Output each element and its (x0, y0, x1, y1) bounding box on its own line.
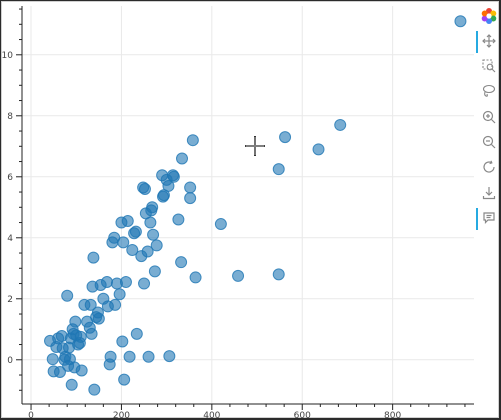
scatter-point (87, 251, 100, 264)
scatter-point (100, 276, 113, 289)
scatter-point (172, 213, 185, 226)
scatter-point (129, 225, 142, 238)
scatter-point (146, 201, 159, 214)
scatter-point (167, 170, 180, 183)
scatter-point (104, 350, 117, 363)
scatter-point (117, 236, 130, 249)
scatter-point (138, 182, 151, 195)
scatter-point (65, 378, 78, 391)
bokeh-logo-icon[interactable] (479, 6, 499, 26)
scatter-point (454, 15, 467, 28)
scatter-point (272, 268, 285, 281)
scatter-point (162, 179, 175, 192)
scatter-point (186, 134, 199, 147)
x-tick-label: 600 (294, 411, 311, 419)
scatter-point (88, 383, 101, 396)
y-tick-label: 8 (7, 112, 13, 122)
plot-toolbar (476, 4, 501, 254)
scatter-point (141, 245, 154, 258)
scatter-point (144, 216, 157, 229)
scatter-point (175, 256, 188, 269)
grid-lines (22, 6, 474, 404)
scatter-point (334, 118, 347, 131)
x-tick-label: 400 (203, 411, 220, 419)
scatter-points (44, 15, 467, 396)
scatter-point (85, 327, 98, 340)
scatter-point (46, 353, 59, 366)
scatter-point (130, 327, 143, 340)
crosshair-cursor-icon (245, 136, 265, 156)
scatter-point (142, 350, 155, 363)
pan-icon[interactable] (476, 31, 499, 53)
y-tick-label: 0 (7, 356, 13, 366)
scatter-point (214, 218, 227, 231)
x-tick-label: 800 (384, 411, 401, 419)
scatter-point (126, 243, 139, 256)
scatter-point (84, 298, 97, 311)
scatter-point (138, 277, 151, 290)
scatter-point (116, 335, 129, 348)
scatter-point (148, 265, 161, 278)
zoom-out-icon[interactable] (479, 132, 499, 152)
hover-icon[interactable] (476, 208, 499, 230)
scatter-point (232, 269, 245, 282)
scatter-point (184, 192, 197, 205)
scatter-point (119, 276, 132, 289)
scatter-point (109, 298, 122, 311)
scatter-point (272, 163, 285, 176)
scatter-point (118, 373, 131, 386)
scatter-point (113, 288, 126, 301)
scatter-point (150, 239, 163, 252)
scatter-point (123, 350, 136, 363)
scatter-point (147, 228, 160, 241)
scatter-point (279, 131, 292, 144)
y-tick-label: 6 (7, 173, 13, 183)
x-tick-label: 0 (28, 411, 34, 419)
box-zoom-icon[interactable] (479, 56, 499, 76)
scatter-point (312, 143, 325, 156)
y-tick-label: 4 (7, 234, 13, 244)
scatter-point (184, 181, 197, 194)
scatter-point (75, 364, 88, 377)
zoom-in-icon[interactable] (479, 107, 499, 127)
save-icon[interactable] (479, 183, 499, 203)
scatter-point (53, 365, 66, 378)
x-tick-label: 200 (113, 411, 130, 419)
lasso-select-icon[interactable] (479, 81, 499, 101)
y-tick-label: 10 (2, 51, 13, 61)
scatter-point (61, 289, 74, 302)
scatter-point (92, 312, 105, 325)
scatter-point (163, 350, 176, 363)
scatter-point (189, 271, 202, 284)
scatter-point (69, 315, 82, 328)
reset-icon[interactable] (479, 157, 499, 177)
scatter-point (74, 330, 87, 343)
scatter-point (176, 152, 189, 165)
scatter-point (121, 215, 134, 228)
axes: 0 2 4 6 8 10 0 200 400 600 800 (2, 6, 474, 419)
y-tick-label: 2 (7, 295, 13, 305)
